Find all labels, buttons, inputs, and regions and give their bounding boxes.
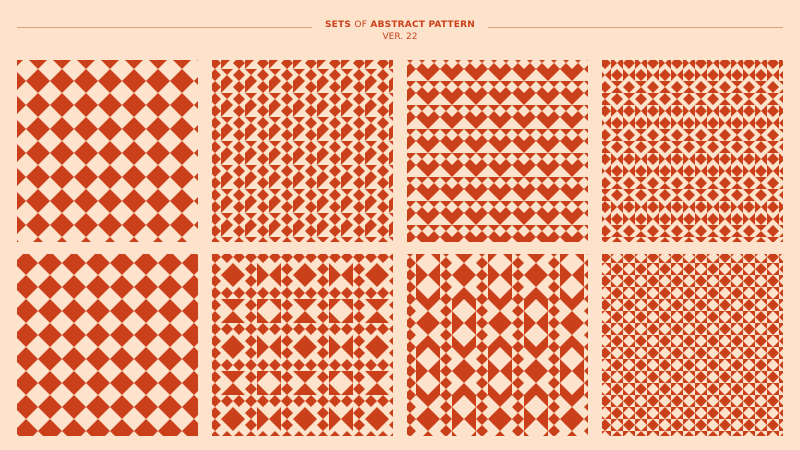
title-sets: SETS <box>325 20 352 30</box>
pattern-4-graphic <box>602 60 783 242</box>
pattern-6-panel <box>212 254 393 436</box>
pattern-7-graphic <box>407 254 588 436</box>
left-rule <box>17 27 312 28</box>
pattern-1-graphic <box>17 60 198 242</box>
pattern-shapes <box>407 254 588 436</box>
title-of: OF <box>354 20 368 30</box>
pattern-shapes <box>212 254 393 436</box>
pattern-4-panel <box>602 60 783 242</box>
pattern-2-panel <box>212 60 393 242</box>
pattern-3-panel <box>407 60 588 242</box>
pattern-5-panel <box>17 254 198 436</box>
page-title: SETS OF ABSTRACT PATTERN <box>0 20 800 31</box>
right-rule <box>488 27 783 28</box>
pattern-shapes <box>602 254 783 436</box>
pattern-3-graphic <box>407 60 588 242</box>
pattern-1-panel <box>17 60 198 242</box>
version-label: VER. 22 <box>382 32 418 42</box>
pattern-2-graphic <box>212 60 393 242</box>
pattern-shapes <box>602 60 783 242</box>
pattern-6-graphic <box>212 254 393 436</box>
pattern-shapes <box>17 60 198 242</box>
pattern-8-panel <box>602 254 783 436</box>
pattern-7-panel <box>407 254 588 436</box>
pattern-shapes <box>407 60 588 242</box>
pattern-5-graphic <box>17 254 198 436</box>
pattern-8-graphic <box>602 254 783 436</box>
pattern-shapes <box>212 60 393 242</box>
title-abstract-pattern: ABSTRACT PATTERN <box>370 20 475 30</box>
